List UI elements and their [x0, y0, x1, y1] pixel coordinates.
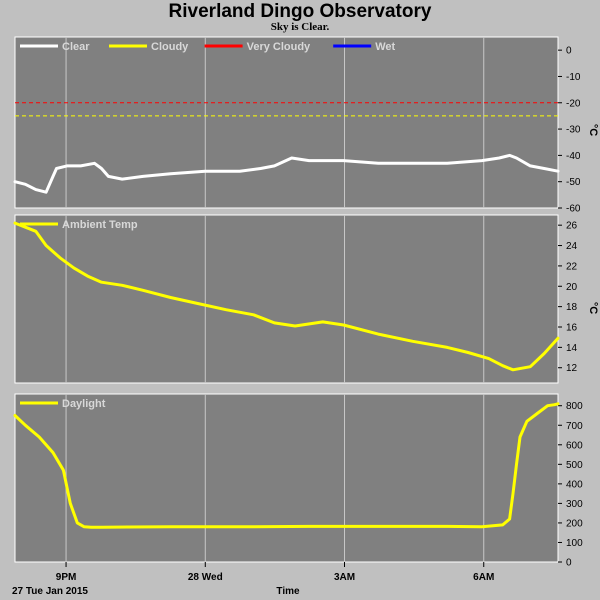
sky-legend: Clear Cloudy Very Cloudy Wet — [20, 41, 396, 53]
y-tick-label: 200 — [566, 518, 583, 529]
ambient-panel: 26 24 22 20 18 16 14 12 °C Ambient Temp — [13, 214, 599, 384]
ambient-legend: Ambient Temp — [20, 219, 138, 231]
sky-gridlines — [15, 37, 558, 208]
page-title: Riverland Dingo Observatory — [168, 1, 432, 22]
time-axis-ticks: 9PM 28 Wed 3AM 6AM — [56, 562, 494, 583]
sky-tick-labels: 0 -10 -20 -30 -40 -50 -60 — [558, 46, 581, 215]
sky-series — [13, 153, 560, 194]
sky-unit-label: °C — [587, 124, 599, 136]
y-tick-label: -10 — [566, 72, 581, 83]
legend-label: Very Cloudy — [247, 41, 311, 53]
legend-label: Cloudy — [151, 41, 189, 53]
y-tick-label: 20 — [566, 282, 578, 293]
series-line-ambient-temp — [13, 221, 560, 372]
x-axis-title: Time — [276, 586, 300, 597]
y-tick-label: 26 — [566, 221, 578, 232]
series-line-clear — [13, 153, 560, 194]
x-tick-label: 6AM — [473, 572, 494, 583]
x-tick-label: 28 Wed — [188, 572, 223, 583]
y-tick-label: -40 — [566, 151, 581, 162]
x-tick-label: 9PM — [56, 572, 77, 583]
ambient-unit-label: °C — [587, 302, 599, 314]
y-tick-label: 14 — [566, 343, 578, 354]
y-tick-label: 0 — [566, 46, 572, 57]
y-tick-label: 0 — [566, 558, 572, 569]
daylight-series — [13, 402, 560, 529]
legend-label: Wet — [375, 41, 395, 53]
y-tick-label: 600 — [566, 440, 583, 451]
y-tick-label: 800 — [566, 401, 583, 412]
sky-plot-area — [14, 36, 559, 209]
y-tick-label: -30 — [566, 125, 581, 136]
y-tick-label: 22 — [566, 261, 578, 272]
sky-status: Sky is Clear. — [270, 21, 330, 33]
ambient-gridlines — [65, 215, 485, 383]
y-tick-label: -50 — [566, 177, 581, 188]
legend-label: Ambient Temp — [62, 219, 138, 231]
y-tick-label: -20 — [566, 98, 581, 109]
y-tick-label: 300 — [566, 499, 583, 510]
y-tick-label: 400 — [566, 479, 583, 490]
y-tick-label: 100 — [566, 538, 583, 549]
y-tick-label: 24 — [566, 241, 578, 252]
legend-label: Clear — [62, 41, 90, 53]
ambient-tick-labels: 26 24 22 20 18 16 14 12 — [558, 221, 578, 374]
series-line-daylight — [13, 402, 560, 529]
daylight-panel: 800 700 600 500 400 300 200 100 0 Daylight 9PM 28… — [13, 393, 583, 583]
y-tick-label: 16 — [566, 323, 578, 334]
daylight-tick-labels: 800 700 600 500 400 300 200 100 0 — [558, 401, 583, 569]
y-tick-label: -60 — [566, 204, 581, 215]
y-tick-label: 700 — [566, 421, 583, 432]
daylight-plot-area — [14, 393, 559, 563]
y-tick-label: 500 — [566, 460, 583, 471]
y-tick-label: 12 — [566, 363, 578, 374]
daylight-legend: Daylight — [20, 398, 106, 410]
legend-label: Daylight — [62, 398, 106, 410]
ambient-series — [13, 221, 560, 372]
y-tick-label: 18 — [566, 302, 578, 313]
date-label: 27 Tue Jan 2015 — [12, 586, 88, 597]
sky-panel: 0 -10 -20 -30 -40 -50 -60 °C Clear Cloudy Very C… — [13, 36, 599, 215]
ambient-plot-area — [14, 214, 559, 384]
x-tick-label: 3AM — [334, 572, 355, 583]
